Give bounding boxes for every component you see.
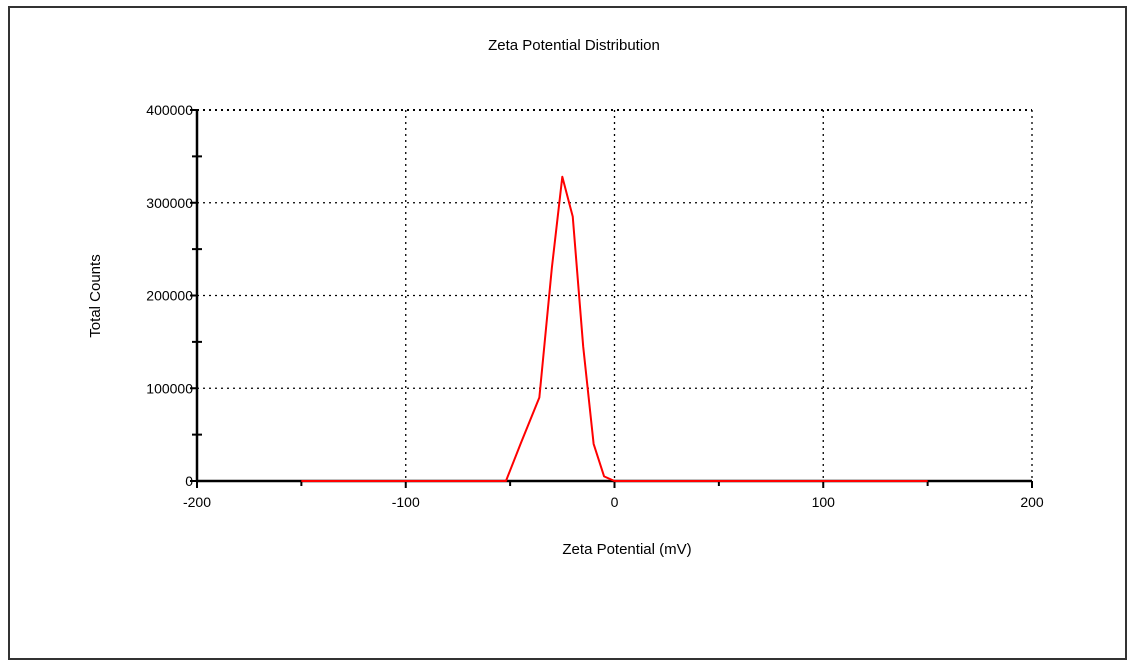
- chart-frame: [8, 6, 1127, 660]
- x-axis-label: Zeta Potential (mV): [562, 541, 691, 558]
- x-tick-label: -100: [392, 494, 420, 510]
- x-tick-label: 0: [611, 494, 619, 510]
- y-axis-label: Total Counts: [87, 254, 104, 337]
- y-tick-label: 100000: [146, 380, 193, 396]
- chart-title: Zeta Potential Distribution: [488, 37, 660, 54]
- x-tick-label: 200: [1020, 494, 1044, 510]
- y-tick-label: 300000: [146, 195, 193, 211]
- series-group: [301, 175, 928, 482]
- y-tick-label: 200000: [146, 288, 193, 304]
- x-tick-label: -200: [183, 494, 211, 510]
- grid-lines: [197, 109, 1033, 481]
- ticks: 0 100000 200000 300000 400000 -200 -100 0 100 200: [146, 102, 1044, 510]
- x-tick-label: 100: [812, 494, 836, 510]
- y-tick-label: 0: [185, 473, 193, 489]
- series-line: [301, 175, 928, 482]
- y-tick-label: 400000: [146, 102, 193, 118]
